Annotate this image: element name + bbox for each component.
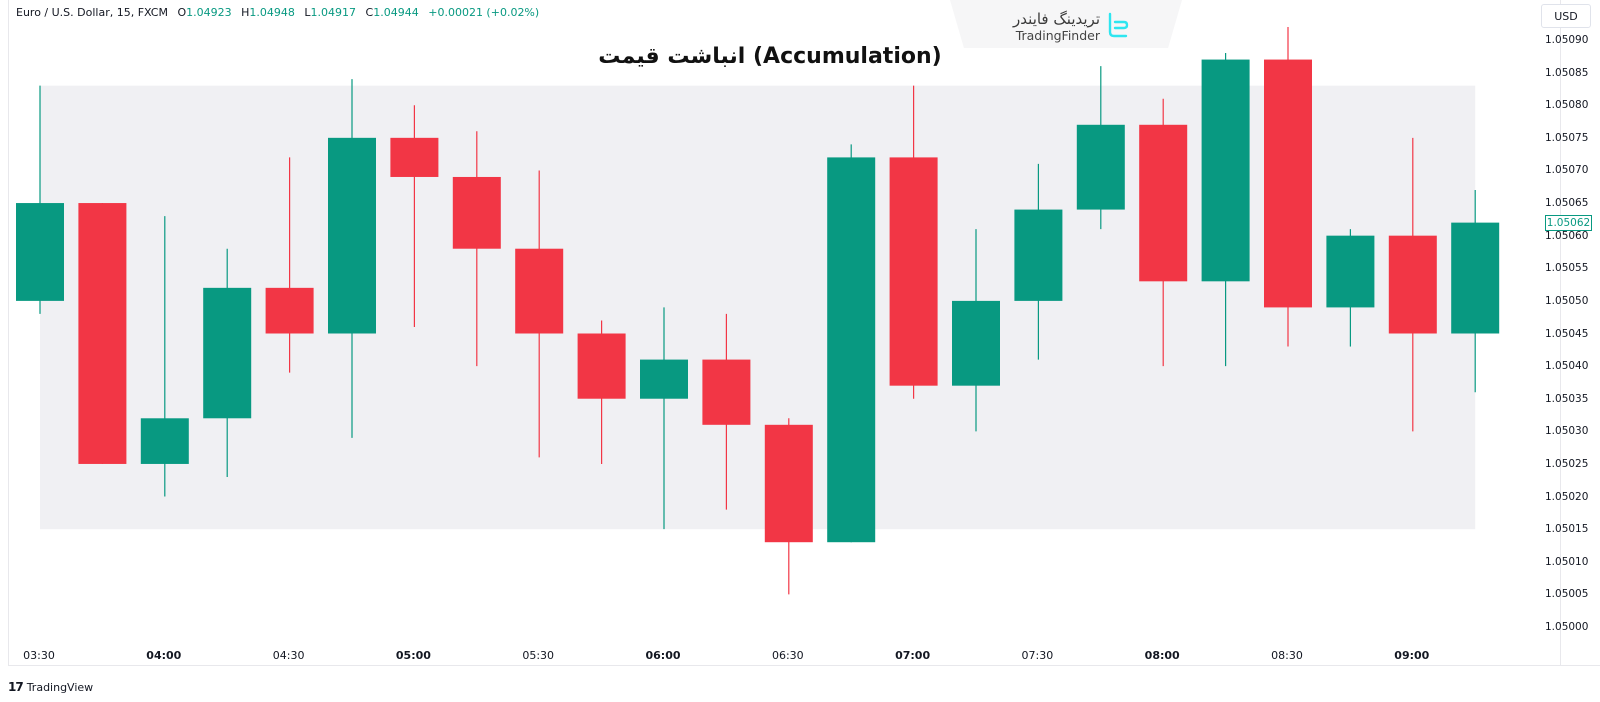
brand-name-fa: تریدینگ فایندر [1013, 10, 1100, 28]
time-tick-label: 05:00 [395, 649, 431, 662]
symbol-title[interactable]: Euro / U.S. Dollar, 15, FXCM [16, 6, 168, 19]
candle-body-bullish [328, 137, 376, 334]
candle-body-bearish [390, 137, 439, 177]
time-tick-label: 06:00 [645, 649, 681, 662]
last-price-label: 1.05062 [1545, 214, 1592, 231]
change-value: +0.00021 (+0.02%) [428, 6, 540, 19]
tradingfinder-logo-icon [1108, 12, 1129, 38]
chart-title: انباشت قیمت (Accumulation) [0, 44, 1540, 69]
close-label: C [365, 6, 374, 19]
candle-body-bearish [889, 157, 938, 386]
time-tick-label: 05:30 [522, 649, 555, 662]
high-label: H [241, 6, 250, 19]
candle-body-bearish [78, 203, 127, 464]
time-tick-label: 06:30 [771, 649, 804, 662]
price-tick-label: 1.05000 [1545, 621, 1589, 633]
candle-body-bullish [1326, 235, 1375, 308]
candle-body-bullish [1451, 222, 1500, 334]
candle-body-bullish [1014, 209, 1063, 301]
candle-body-bullish [140, 418, 189, 464]
time-tick-label: 03:30 [23, 649, 55, 662]
price-tick-label: 1.05020 [1545, 490, 1589, 503]
price-tick-label: 1.05060 [1545, 229, 1589, 242]
candle-body-bearish [265, 287, 314, 334]
candle-body-bullish [640, 359, 688, 399]
price-tick-label: 1.05030 [1545, 425, 1589, 438]
tradingview-footer[interactable]: 17 TradingView [8, 680, 93, 694]
candle-body-bearish [764, 424, 813, 543]
price-tick-label: 1.05050 [1545, 294, 1589, 307]
candle-body-bullish [1201, 59, 1250, 282]
open-value: 1.04923 [186, 6, 232, 19]
candle-body-bearish [452, 176, 501, 249]
time-tick-label: 08:30 [1271, 649, 1303, 662]
symbol-legend: Euro / U.S. Dollar, 15, FXCM O1.04923 H1… [16, 6, 539, 19]
price-tick-label: 1.05040 [1545, 360, 1589, 373]
accumulation-zone [40, 85, 1476, 530]
price-tick-label: 1.05080 [1545, 99, 1589, 112]
candle-body-bearish [1139, 124, 1188, 282]
candle-body-bearish [515, 248, 564, 334]
candle-body-bullish [1076, 124, 1125, 210]
brand-panel [950, 0, 1182, 48]
candle-body-bullish [203, 287, 252, 419]
price-tick-label: 1.05055 [1545, 262, 1589, 275]
candle-body-bearish [1264, 59, 1312, 308]
price-axis-border [1560, 0, 1561, 665]
low-value: 1.04917 [310, 6, 357, 19]
candle-body-bearish [1388, 235, 1437, 334]
price-tick-label: 1.05070 [1545, 164, 1589, 177]
brand-name-en: TradingFinder [1015, 28, 1100, 43]
chart-title-text: انباشت قیمت (Accumulation) [598, 44, 942, 69]
tradingview-logo-icon: 17 [8, 680, 24, 694]
price-tick-label: 1.05045 [1545, 327, 1589, 340]
high-value: 1.04948 [249, 6, 295, 19]
candle-body-bearish [577, 333, 626, 399]
price-tick-label: 1.05075 [1545, 131, 1589, 144]
currency-button[interactable]: USD [1541, 4, 1591, 28]
candle-body-bullish [16, 203, 64, 301]
price-tick-label: 1.05035 [1545, 392, 1589, 405]
low-label: L [304, 6, 311, 19]
price-tick-label: 1.05025 [1545, 457, 1589, 470]
candle-body-bullish [952, 300, 1000, 386]
close-value: 1.04944 [373, 6, 419, 19]
price-tick-label: 1.05065 [1545, 197, 1589, 210]
price-tick-label: 1.05015 [1545, 523, 1589, 536]
time-tick-label: 08:00 [1144, 649, 1180, 662]
candle-body-bearish [702, 359, 751, 425]
chart-frame [8, 0, 1600, 666]
price-tick-label: 1.05090 [1545, 34, 1589, 46]
time-tick-label: 04:30 [272, 649, 305, 662]
tradingview-label: TradingView [26, 680, 94, 694]
time-tick-label: 04:00 [146, 649, 182, 662]
time-tick-label: 07:00 [895, 649, 931, 662]
time-tick-label: 07:30 [1021, 649, 1054, 662]
candle-body-bullish [827, 157, 876, 543]
time-tick-label: 09:00 [1394, 649, 1430, 662]
price-tick-label: 1.05010 [1545, 555, 1589, 568]
open-label: O [177, 6, 187, 19]
price-tick-label: 1.05085 [1545, 66, 1589, 79]
price-tick-label: 1.05005 [1545, 588, 1589, 601]
